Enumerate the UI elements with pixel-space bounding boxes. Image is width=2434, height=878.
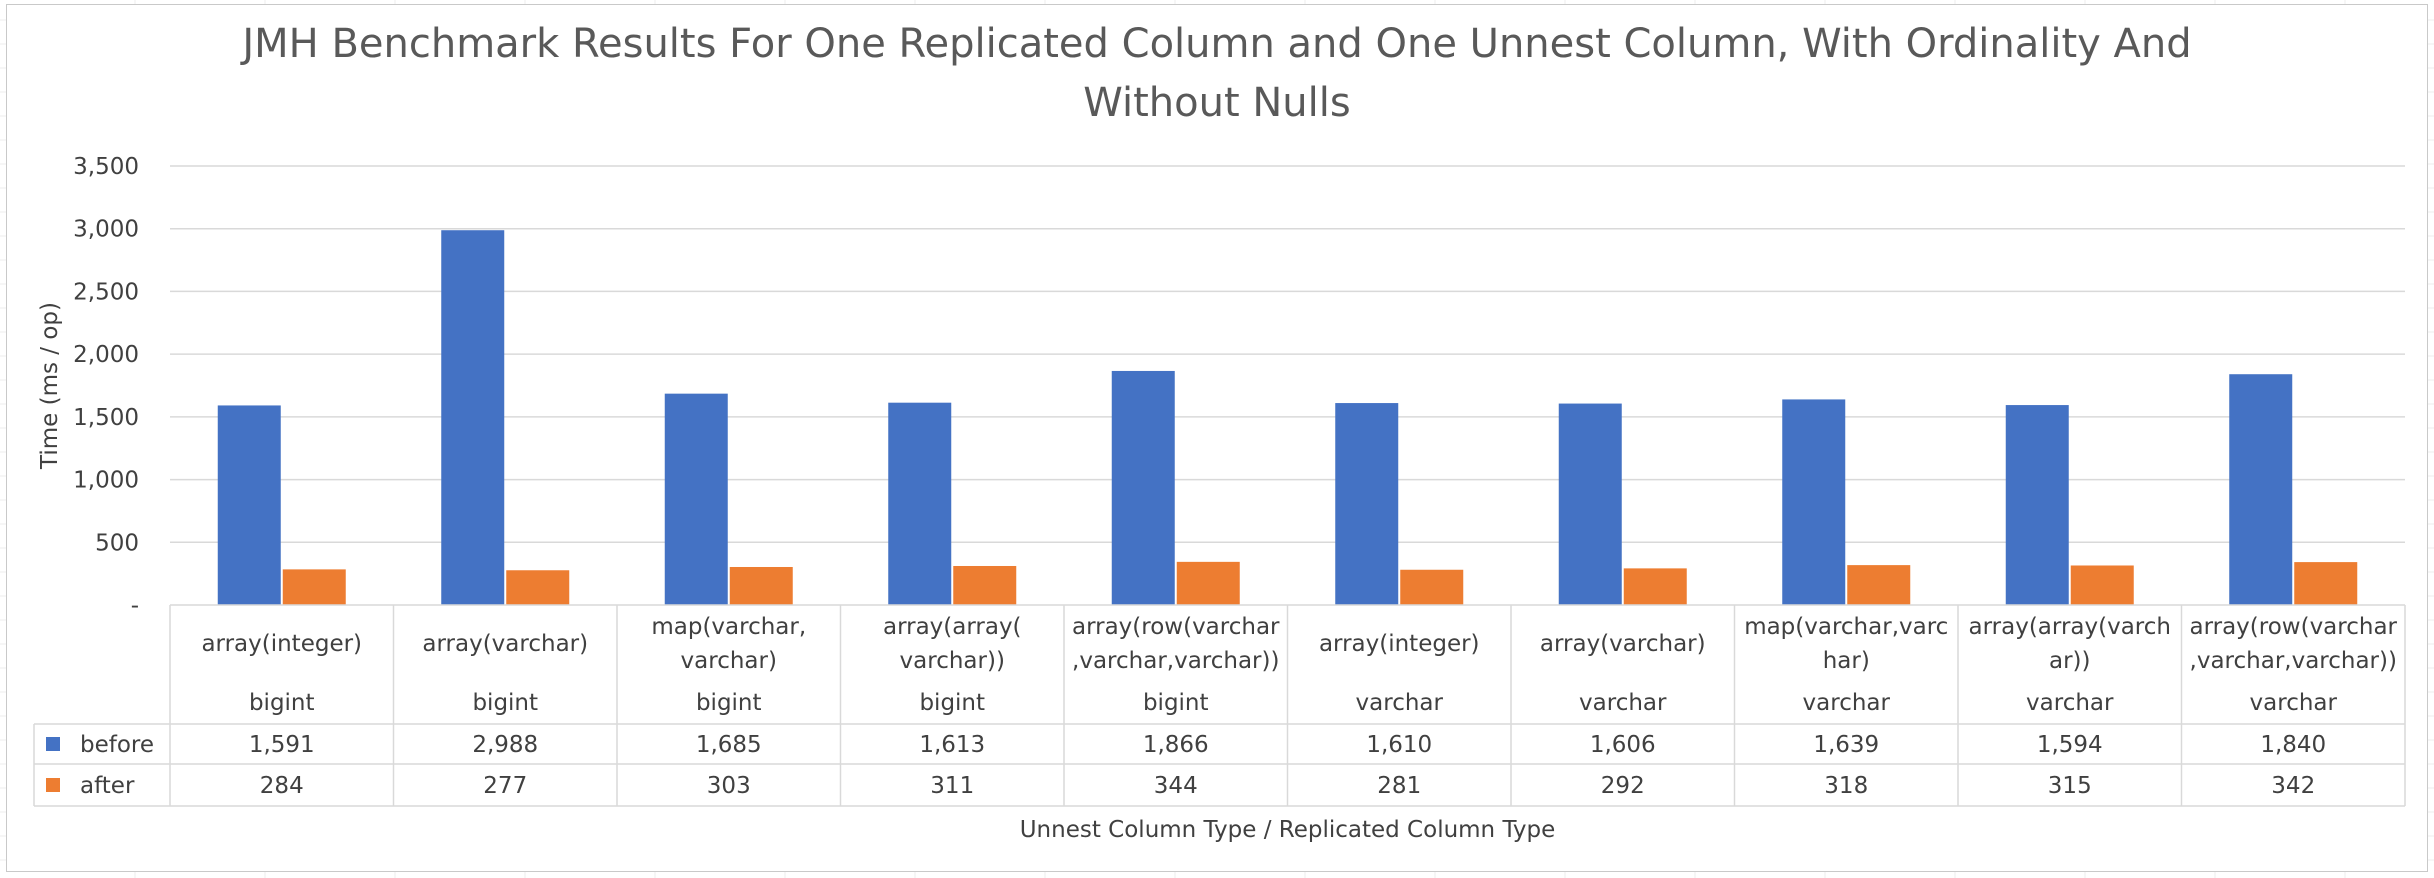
x-group-label: bigint [472,690,538,716]
data-label-after: 315 [2048,773,2092,799]
data-label-before: 2,988 [472,732,538,758]
bar-before [888,402,952,605]
x-group-label: bigint [249,690,315,716]
x-group-label: bigint [1143,690,1209,716]
data-label-before: 1,606 [1590,732,1656,758]
x-tick-label: varchar)) [900,648,1005,674]
x-group-label: varchar [2250,690,2338,716]
data-label-after: 311 [930,773,974,799]
x-tick-label: ar)) [2049,648,2091,674]
bar-after [1176,561,1240,605]
x-tick-label: array(array( [883,614,1022,640]
data-label-before: 1,685 [696,732,762,758]
x-tick-label: har) [1823,648,1870,674]
y-tick-label: 2,000 [73,342,139,368]
x-tick-label: array(integer) [201,631,362,657]
data-label-after: 284 [260,773,304,799]
bar-before [1782,399,1846,605]
x-group-label: bigint [919,690,985,716]
data-label-after: 318 [1824,773,1868,799]
bar-before [1558,403,1622,605]
y-axis-title: Time (ms / op) [37,302,63,470]
data-label-before: 1,613 [919,732,985,758]
data-label-before: 1,639 [1813,732,1879,758]
data-label-after: 344 [1154,773,1198,799]
x-tick-label: map(varchar, [651,614,806,640]
bar-before [2229,374,2293,605]
bar-after [2070,565,2134,605]
data-label-before: 1,594 [2037,732,2103,758]
bar-after [729,566,793,605]
legend-label-before: before [80,732,154,758]
x-tick-label: array(varchar) [422,631,588,657]
legend-label-after: after [80,773,135,799]
data-label-before: 1,840 [2260,732,2326,758]
data-label-after: 292 [1601,773,1645,799]
bar-after [1623,568,1687,605]
bar-before [441,230,505,605]
x-tick-label: ,varchar,varchar)) [1072,648,1279,674]
y-tick-label: 1,000 [73,468,139,494]
bar-before [1111,370,1175,605]
x-axis-title: Unnest Column Type / Replicated Column T… [1020,817,1556,843]
x-tick-label: array(array(varch [1969,614,2171,640]
y-tick-label: 2,500 [73,279,139,305]
x-group-label: varchar [1356,690,1444,716]
bar-before [2005,405,2069,605]
bar-after [506,570,570,605]
x-group-label: varchar [2026,690,2114,716]
x-tick-label: ,varchar,varchar)) [2190,648,2397,674]
x-tick-label: array(varchar) [1540,631,1706,657]
x-group-label: varchar [1579,690,1667,716]
bar-after [1400,569,1464,605]
y-tick-label: - [131,593,139,619]
y-tick-label: 1,500 [73,405,139,431]
bar-after [282,569,346,605]
bar-before [664,393,728,605]
y-tick-label: 3,500 [73,154,139,180]
bar-after [2294,562,2358,605]
x-group-label: bigint [696,690,762,716]
data-label-after: 277 [483,773,527,799]
legend-key-before [46,737,60,751]
bar-before [1335,403,1399,605]
x-tick-label: map(varchar,varc [1744,614,1948,640]
x-tick-label: array(row(varchar [2189,614,2397,640]
data-label-before: 1,591 [249,732,315,758]
x-tick-label: array(integer) [1319,631,1480,657]
bar-after [953,565,1017,605]
data-label-after: 303 [707,773,751,799]
data-label-before: 1,866 [1143,732,1209,758]
data-label-after: 281 [1377,773,1421,799]
y-tick-label: 500 [95,530,139,556]
chart-title-line-2: Without Nulls [1083,80,1351,126]
data-label-after: 342 [2271,773,2315,799]
bar-before [217,405,281,605]
bar-after [1847,565,1911,605]
data-label-before: 1,610 [1366,732,1432,758]
x-tick-label: array(row(varchar [1072,614,1280,640]
x-tick-label: varchar) [681,648,777,674]
chart-title-line-1: JMH Benchmark Results For One Replicated… [242,21,2192,67]
y-tick-label: 3,000 [73,217,139,243]
x-group-label: varchar [1803,690,1891,716]
legend-key-after [46,778,60,792]
